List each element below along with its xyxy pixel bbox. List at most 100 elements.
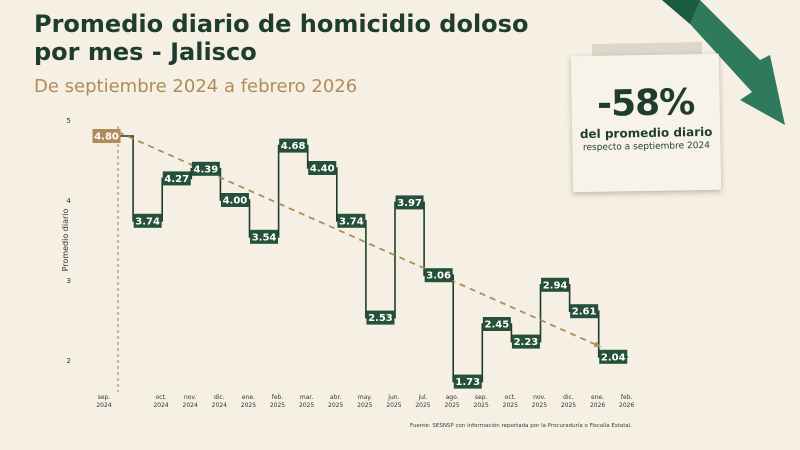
x-tick-label: 2025 <box>241 402 256 409</box>
data-label-box <box>511 334 540 349</box>
data-label: 2.61 <box>570 304 599 319</box>
data-label: 1.73 <box>453 374 482 389</box>
data-label: 4.80 <box>92 129 121 143</box>
x-tick-label: 2026 <box>619 402 634 409</box>
data-label-box <box>366 310 395 325</box>
step-series-line <box>119 135 628 383</box>
data-label-box <box>92 129 121 143</box>
x-tick-label: 2025 <box>386 402 401 409</box>
y-axis-label: Promedio diario <box>61 209 70 272</box>
x-tick-label: oct. <box>505 394 516 401</box>
data-label: 3.54 <box>250 229 279 244</box>
data-label: 3.74 <box>133 213 162 228</box>
x-tick-label: abr. <box>330 394 341 401</box>
x-tick-label: 2025 <box>328 402 343 409</box>
x-tick-label: 2025 <box>532 402 547 409</box>
data-label-box <box>482 317 511 331</box>
data-label-text: 4.00 <box>223 196 248 207</box>
x-tick-label: ago. <box>446 394 459 401</box>
x-tick-label: 2024 <box>212 402 227 409</box>
data-label: 4.00 <box>220 193 249 207</box>
data-label-text: 3.06 <box>426 271 451 282</box>
y-tick-label: 2 <box>67 357 71 365</box>
trend-arrowhead <box>593 341 601 348</box>
data-label-text: 3.74 <box>339 216 364 227</box>
data-label-text: 4.80 <box>94 132 119 143</box>
data-label-text: 3.54 <box>252 232 277 243</box>
trend-line <box>117 131 602 348</box>
data-label-box <box>162 171 191 186</box>
data-label-text: 3.97 <box>397 198 422 209</box>
data-label-box <box>541 277 570 292</box>
data-label: 3.06 <box>424 268 453 283</box>
x-tick-label: jul. <box>417 394 427 401</box>
data-label: 4.39 <box>191 161 220 176</box>
data-label-box <box>133 213 162 228</box>
data-label-text: 2.45 <box>485 320 510 331</box>
x-tick-label: 2025 <box>415 402 430 409</box>
data-label-text: 4.39 <box>194 164 219 175</box>
data-label-box <box>599 349 628 364</box>
x-tick-label: sep. <box>475 394 488 401</box>
data-label: 2.23 <box>511 334 540 349</box>
data-label-text: 4.40 <box>310 164 335 175</box>
page-subtitle: De septiembre 2024 a febrero 2026 <box>34 76 358 97</box>
data-label-box <box>570 304 599 319</box>
data-label-box <box>220 193 249 207</box>
data-label: 2.04 <box>599 349 628 364</box>
y-tick-label: 4 <box>67 197 72 205</box>
data-label-box <box>250 229 279 244</box>
source-note: Fuente: SESNSP con información reportada… <box>410 423 633 429</box>
x-tick-label: 2025 <box>357 402 372 409</box>
data-label-box <box>337 213 366 228</box>
x-tick-label: oct. <box>155 394 166 401</box>
y-tick-label: 3 <box>67 277 71 285</box>
data-label: 4.27 <box>162 171 191 186</box>
x-tick-label: ene. <box>591 394 604 401</box>
x-tick-label: mar. <box>300 394 313 401</box>
data-label-text: 2.23 <box>514 337 539 348</box>
data-label-text: 3.74 <box>135 216 160 227</box>
data-label-text: 2.94 <box>543 280 568 291</box>
x-tick-label: 2024 <box>96 402 111 409</box>
x-tick-label: 2025 <box>444 402 459 409</box>
data-label-box <box>424 268 453 283</box>
data-label: 3.97 <box>395 195 424 210</box>
data-label-text: 1.73 <box>455 377 480 388</box>
x-tick-label: feb. <box>621 394 633 401</box>
data-label: 4.40 <box>308 161 337 175</box>
page-title: Promedio diario de homicidio doloso por … <box>34 10 529 66</box>
data-label-box <box>191 161 220 176</box>
data-label-text: 2.61 <box>572 307 597 318</box>
x-tick-label: jun. <box>387 394 399 401</box>
y-tick-label: 5 <box>67 117 71 125</box>
data-label: 4.68 <box>279 138 308 153</box>
data-label: 2.45 <box>482 317 511 331</box>
data-label: 2.94 <box>541 277 570 292</box>
x-tick-label: dic. <box>563 394 574 401</box>
data-label-text: 4.68 <box>281 141 306 152</box>
data-label-text: 2.04 <box>601 352 626 363</box>
x-tick-label: 2024 <box>183 402 198 409</box>
data-label-box <box>395 195 424 210</box>
x-tick-label: 2024 <box>153 402 168 409</box>
x-tick-label: 2025 <box>299 402 314 409</box>
x-tick-label: 2025 <box>561 402 576 409</box>
x-tick-label: 2025 <box>270 402 285 409</box>
data-label: 2.53 <box>366 310 395 325</box>
data-label-box <box>308 161 337 175</box>
data-label-box <box>279 138 308 153</box>
x-tick-label: may. <box>358 394 372 401</box>
data-label-text: 4.27 <box>164 174 189 185</box>
x-tick-label: 2025 <box>474 402 489 409</box>
data-label: 3.74 <box>337 213 366 228</box>
x-tick-label: feb. <box>272 394 284 401</box>
x-tick-label: sep. <box>98 394 111 401</box>
x-tick-label: dic. <box>214 394 225 401</box>
x-tick-label: 2025 <box>503 402 518 409</box>
x-tick-label: nov. <box>184 394 197 401</box>
x-tick-label: nov. <box>533 394 546 401</box>
data-label-box <box>453 374 482 389</box>
